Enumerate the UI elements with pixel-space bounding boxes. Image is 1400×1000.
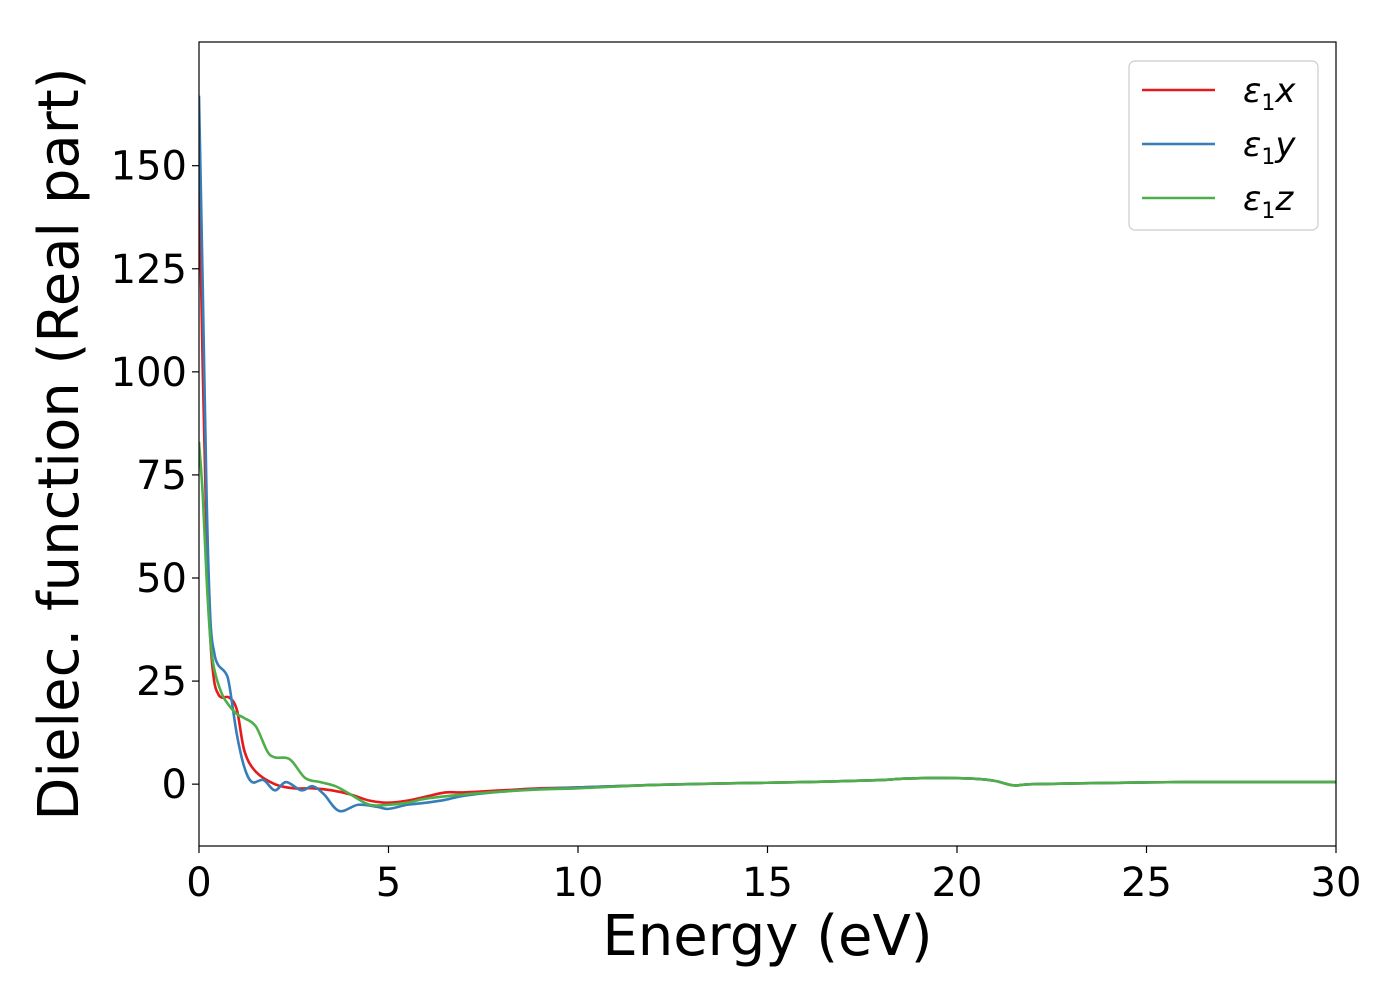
legend-entry-x: ε1x <box>1243 71 1296 116</box>
y-tick-label: 50 <box>136 556 187 602</box>
y-tick-label: 100 <box>111 350 187 396</box>
y-axis-ticks: 0 25 50 75 100 125 150 <box>111 144 199 808</box>
x-tick-label: 25 <box>1121 860 1172 906</box>
x-tick-label: 30 <box>1311 860 1362 906</box>
x-axis-label: Energy (eV) <box>602 904 932 969</box>
y-tick-label: 125 <box>111 247 187 293</box>
x-tick-label: 20 <box>932 860 983 906</box>
x-tick-label: 10 <box>553 860 604 906</box>
y-axis-label: Dielec. function (Real part) <box>27 67 92 820</box>
x-tick-label: 0 <box>186 860 211 906</box>
legend-entry-y: ε1y <box>1243 125 1296 170</box>
y-tick-label: 75 <box>136 453 187 499</box>
legend-entry-z: ε1z <box>1243 179 1294 224</box>
y-tick-label: 25 <box>136 659 187 705</box>
legend: ε1x ε1y ε1z <box>1128 60 1319 231</box>
x-tick-label: 5 <box>376 860 401 906</box>
y-tick-label: 150 <box>111 144 187 190</box>
series-line-z <box>199 441 1336 807</box>
x-tick-label: 15 <box>742 860 793 906</box>
x-axis-ticks: 0 5 10 15 20 25 30 <box>186 846 1361 906</box>
plot-lines <box>199 95 1336 813</box>
y-tick-label: 0 <box>162 762 187 808</box>
legend-box <box>1128 60 1319 231</box>
